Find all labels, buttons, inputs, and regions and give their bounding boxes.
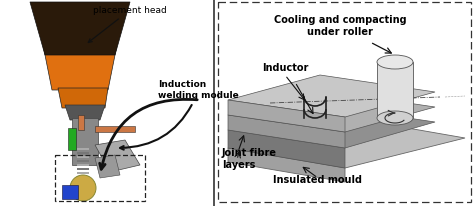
Ellipse shape [377, 55, 413, 69]
Polygon shape [30, 2, 130, 55]
Polygon shape [228, 100, 345, 132]
Bar [77, 148, 89, 150]
Text: Inductor: Inductor [262, 63, 309, 73]
Polygon shape [42, 40, 118, 90]
Polygon shape [95, 126, 135, 132]
Bar [77, 168, 89, 170]
Bar [377, 62, 413, 118]
Text: Induction
welding module: Induction welding module [120, 80, 239, 150]
Polygon shape [228, 130, 345, 168]
Polygon shape [228, 115, 345, 148]
Polygon shape [228, 75, 435, 117]
Bar [77, 172, 89, 174]
Polygon shape [65, 105, 105, 120]
Text: Insulated mould: Insulated mould [273, 175, 363, 185]
Bar [77, 164, 89, 166]
Bar [77, 156, 89, 158]
Polygon shape [228, 90, 435, 132]
Polygon shape [228, 105, 435, 148]
Text: Joint fibre
layers: Joint fibre layers [222, 148, 277, 170]
Bar [77, 184, 89, 186]
Polygon shape [95, 155, 120, 178]
Ellipse shape [377, 111, 413, 125]
Text: Cooling and compacting
under roller: Cooling and compacting under roller [273, 15, 406, 37]
Bar [78, 115, 84, 130]
Circle shape [70, 175, 96, 201]
Bar [68, 128, 76, 150]
Polygon shape [58, 88, 108, 108]
Bar [77, 176, 89, 178]
Polygon shape [228, 118, 465, 168]
Text: placement head: placement head [88, 6, 167, 42]
Polygon shape [72, 118, 98, 165]
Polygon shape [228, 148, 345, 182]
Bar [62, 185, 78, 199]
Bar [77, 152, 89, 154]
Polygon shape [95, 140, 140, 172]
Bar [77, 160, 89, 162]
Bar [77, 180, 89, 182]
